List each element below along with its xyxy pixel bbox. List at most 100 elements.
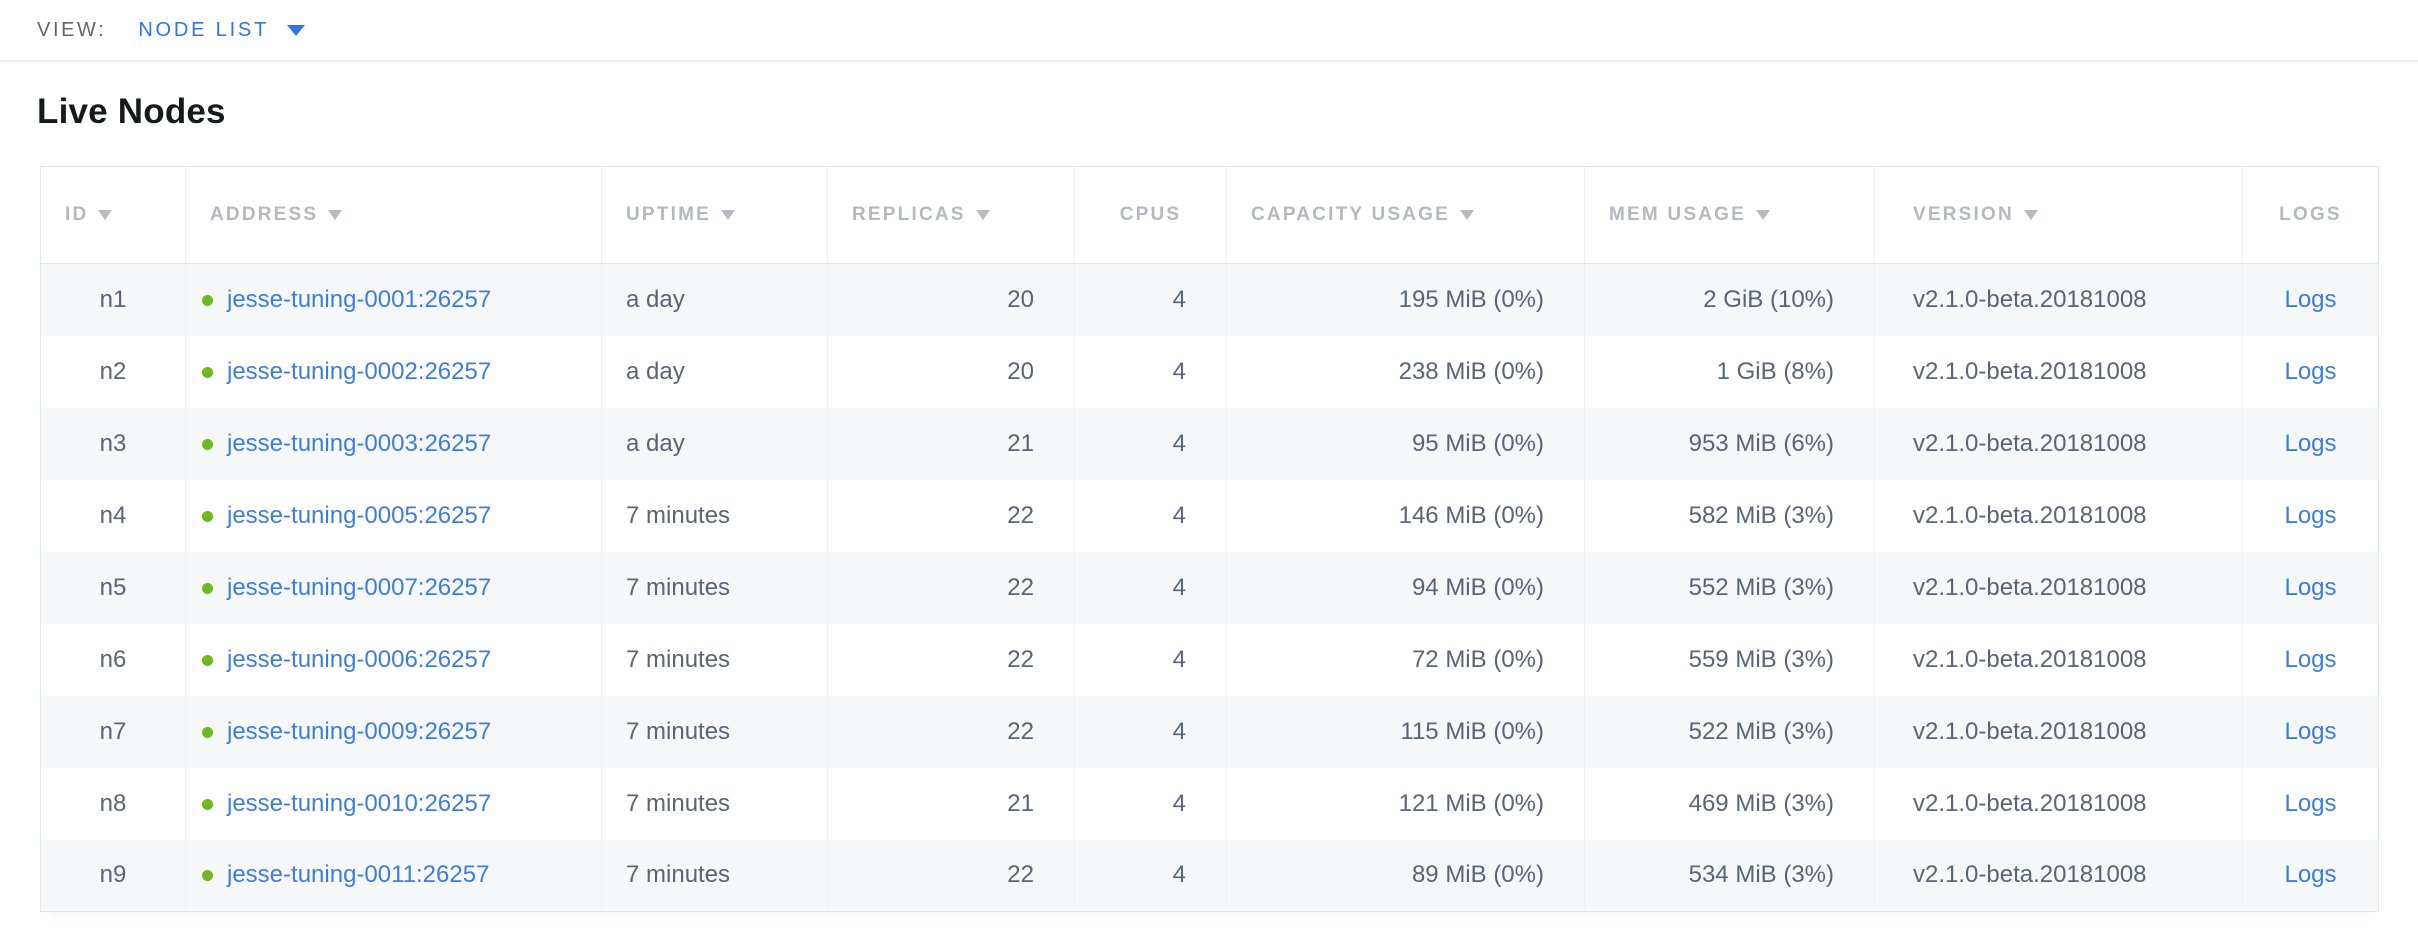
cell-mem: 522 MiB (3%) [1584, 695, 1875, 768]
column-header-label: CPUS [1119, 204, 1182, 225]
sort-desc-icon [1460, 210, 1475, 220]
cell-id: n9 [40, 839, 186, 912]
cell-replicas: 22 [827, 839, 1075, 912]
node-row-n1: n1 jesse-tuning-0001:26257 a day 20 4 195 MiB… [40, 263, 2379, 336]
node-address-link[interactable]: jesse-tuning-0002:26257 [227, 357, 492, 385]
cell-id: n8 [40, 767, 186, 840]
column-header-uptime[interactable]: UPTIME [601, 166, 828, 264]
cell-logs: Logs [2242, 839, 2379, 912]
cell-uptime: 7 minutes [601, 695, 828, 768]
cell-capacity: 95 MiB (0%) [1226, 407, 1585, 480]
cell-cpus: 4 [1074, 767, 1227, 840]
node-row-n8: n8 jesse-tuning-0010:26257 7 minutes 21 4 121… [40, 767, 2379, 840]
cell-version: v2.1.0-beta.20181008 [1874, 839, 2243, 912]
node-live-status-dot [202, 798, 213, 810]
logs-link[interactable]: Logs [2284, 501, 2337, 529]
node-row-n2: n2 jesse-tuning-0002:26257 a day 20 4 238 MiB… [40, 335, 2379, 408]
node-address-link[interactable]: jesse-tuning-0001:26257 [227, 285, 492, 313]
cell-id: n5 [40, 551, 186, 624]
cell-logs: Logs [2242, 335, 2379, 408]
cell-version: v2.1.0-beta.20181008 [1874, 695, 2243, 768]
cell-version: v2.1.0-beta.20181008 [1874, 479, 2243, 552]
column-header-mem[interactable]: MEM USAGE [1584, 166, 1875, 264]
cell-mem: 953 MiB (6%) [1584, 407, 1875, 480]
cell-replicas: 22 [827, 479, 1075, 552]
cell-replicas: 21 [827, 767, 1075, 840]
cell-version: v2.1.0-beta.20181008 [1874, 407, 2243, 480]
view-selector-value: NODE LIST [138, 18, 270, 41]
cell-uptime: 7 minutes [601, 551, 828, 624]
node-address-link[interactable]: jesse-tuning-0006:26257 [227, 645, 492, 673]
column-header-logs: LOGS [2242, 166, 2379, 264]
logs-link[interactable]: Logs [2284, 717, 2337, 745]
node-address-link[interactable]: jesse-tuning-0011:26257 [227, 861, 490, 889]
cell-cpus: 4 [1074, 479, 1227, 552]
cell-uptime: a day [601, 407, 828, 480]
view-label: VIEW: [37, 18, 107, 41]
cell-address: jesse-tuning-0003:26257 [185, 407, 602, 480]
cell-capacity: 238 MiB (0%) [1226, 335, 1585, 408]
view-bar: VIEW: NODE LIST [0, 0, 2418, 62]
cell-cpus: 4 [1074, 551, 1227, 624]
node-address-link[interactable]: jesse-tuning-0003:26257 [227, 429, 492, 457]
view-selector-dropdown[interactable]: NODE LIST [138, 18, 306, 42]
dropdown-caret-icon [287, 24, 306, 36]
cell-mem: 1 GiB (8%) [1584, 335, 1875, 408]
cell-cpus: 4 [1074, 263, 1227, 336]
node-address-link[interactable]: jesse-tuning-0007:26257 [227, 573, 492, 601]
logs-link[interactable]: Logs [2284, 645, 2337, 673]
column-header-id[interactable]: ID [40, 166, 186, 264]
sort-desc-icon [2023, 210, 2038, 220]
cell-logs: Logs [2242, 479, 2379, 552]
cell-uptime: 7 minutes [601, 623, 828, 696]
cell-cpus: 4 [1074, 695, 1227, 768]
sort-desc-icon [975, 210, 990, 220]
sort-desc-icon [720, 210, 735, 220]
cell-capacity: 146 MiB (0%) [1226, 479, 1585, 552]
cell-mem: 582 MiB (3%) [1584, 479, 1875, 552]
logs-link[interactable]: Logs [2284, 789, 2337, 817]
cell-uptime: a day [601, 335, 828, 408]
node-row-n6: n6 jesse-tuning-0006:26257 7 minutes 22 4 72 … [40, 623, 2379, 696]
node-row-n7: n7 jesse-tuning-0009:26257 7 minutes 22 4 115… [40, 695, 2379, 768]
column-header-replicas[interactable]: REPLICAS [827, 166, 1075, 264]
cell-mem: 552 MiB (3%) [1584, 551, 1875, 624]
cell-address: jesse-tuning-0007:26257 [185, 551, 602, 624]
node-live-status-dot [202, 438, 213, 450]
logs-link[interactable]: Logs [2284, 573, 2337, 601]
node-address-link[interactable]: jesse-tuning-0009:26257 [227, 717, 492, 745]
node-address-link[interactable]: jesse-tuning-0010:26257 [227, 789, 492, 817]
logs-link[interactable]: Logs [2284, 357, 2337, 385]
column-header-address[interactable]: ADDRESS [185, 166, 602, 264]
cell-cpus: 4 [1074, 839, 1227, 912]
cell-uptime: 7 minutes [601, 479, 828, 552]
cell-capacity: 89 MiB (0%) [1226, 839, 1585, 912]
live-nodes-table-container: ID ADDRESS UPTIME REPLICAS CPUS CAPACITY USAG… [40, 166, 2418, 912]
column-header-capacity[interactable]: CAPACITY USAGE [1226, 166, 1585, 264]
logs-link[interactable]: Logs [2284, 285, 2337, 313]
node-row-n5: n5 jesse-tuning-0007:26257 7 minutes 22 4 94 … [40, 551, 2379, 624]
cell-logs: Logs [2242, 767, 2379, 840]
cell-logs: Logs [2242, 407, 2379, 480]
column-header-label: CAPACITY USAGE [1251, 204, 1451, 225]
cell-uptime: a day [601, 263, 828, 336]
cell-logs: Logs [2242, 551, 2379, 624]
cell-id: n6 [40, 623, 186, 696]
cell-logs: Logs [2242, 695, 2379, 768]
column-header-version[interactable]: VERSION [1874, 166, 2243, 264]
cell-address: jesse-tuning-0006:26257 [185, 623, 602, 696]
main-content: Live Nodes ID ADDRESS UPTIME REPLICAS CPUS CA… [0, 90, 2418, 912]
table-header-row: ID ADDRESS UPTIME REPLICAS CPUS CAPACITY USAG… [40, 166, 2379, 264]
cell-capacity: 121 MiB (0%) [1226, 767, 1585, 840]
node-address-link[interactable]: jesse-tuning-0005:26257 [227, 501, 492, 529]
cell-version: v2.1.0-beta.20181008 [1874, 551, 2243, 624]
sort-desc-icon [98, 210, 113, 220]
node-live-status-dot [202, 294, 213, 306]
cell-mem: 469 MiB (3%) [1584, 767, 1875, 840]
cell-uptime: 7 minutes [601, 767, 828, 840]
cell-id: n4 [40, 479, 186, 552]
cell-address: jesse-tuning-0005:26257 [185, 479, 602, 552]
logs-link[interactable]: Logs [2284, 861, 2337, 889]
column-header-cpus: CPUS [1074, 166, 1227, 264]
logs-link[interactable]: Logs [2284, 429, 2337, 457]
